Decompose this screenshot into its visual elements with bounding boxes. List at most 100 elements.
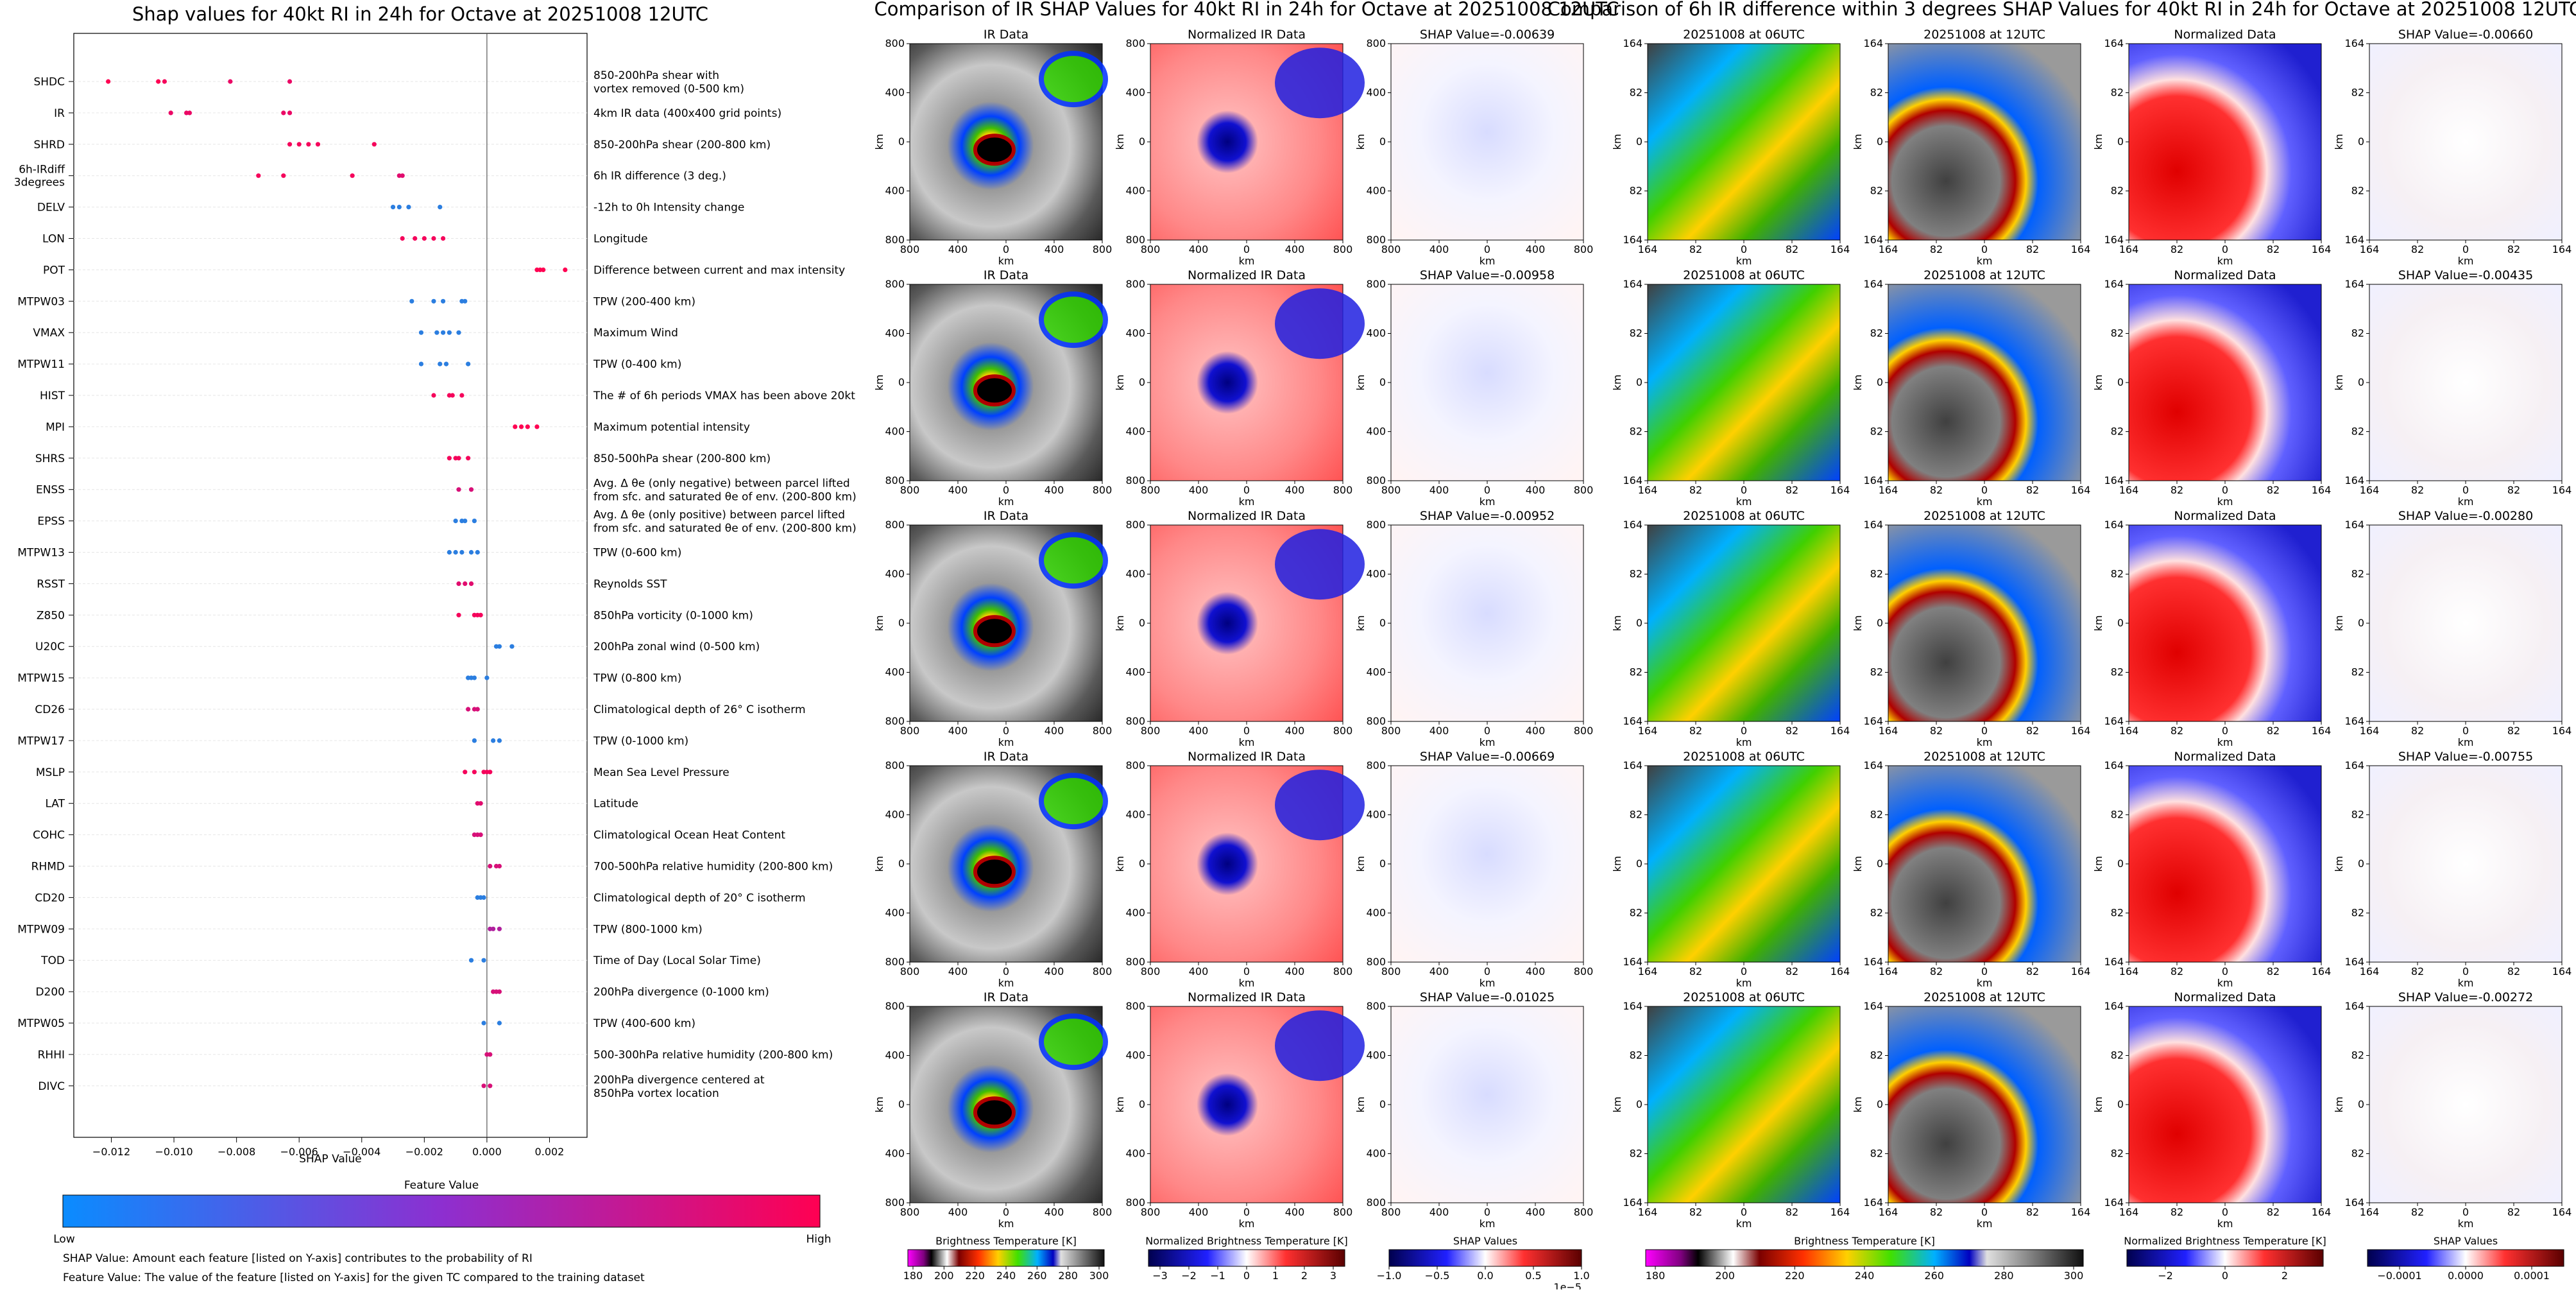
shap-point bbox=[441, 298, 446, 304]
shap-point bbox=[491, 738, 496, 743]
x-tick-label: 400 bbox=[1189, 725, 1209, 737]
x-tick-label: 82 bbox=[2411, 243, 2424, 255]
y-tick-label: 800 bbox=[1125, 759, 1145, 771]
feature-description: Avg. Δ θe (only positive) between parcel… bbox=[593, 509, 845, 522]
y-tick-label: 164 bbox=[1863, 519, 1883, 531]
colorbar-tick-label: 1.0 bbox=[1573, 1270, 1589, 1282]
feature-description: 200hPa divergence centered at bbox=[593, 1074, 765, 1087]
shap-point bbox=[438, 361, 443, 366]
x-tick-label: 164 bbox=[2552, 965, 2572, 978]
y-tick-label: 164 bbox=[1623, 715, 1642, 727]
feature-description: Climatological depth of 20° C isotherm bbox=[593, 891, 806, 904]
x-axis-ticks: −0.012 −0.010 −0.008 −0.006 −0.004 −0.002 0.00… bbox=[92, 1137, 564, 1158]
shap-point bbox=[463, 298, 468, 304]
y-tick-label: 800 bbox=[1366, 37, 1386, 49]
x-tick-label: 800 bbox=[1333, 1206, 1353, 1218]
y-axis-label: km bbox=[1354, 1097, 1367, 1113]
panel-title: SHAP Value=-0.00639 bbox=[1420, 28, 1555, 42]
shap-point bbox=[475, 707, 480, 712]
image-panel bbox=[2128, 1006, 2322, 1203]
shap-point bbox=[287, 79, 293, 84]
x-tick-label: 400 bbox=[1285, 1206, 1305, 1218]
ir-shap-title: Comparison of IR SHAP Values for 40kt RI… bbox=[874, 0, 1619, 20]
shap-point bbox=[168, 110, 173, 116]
y-tick-label: 164 bbox=[2344, 715, 2364, 727]
x-tick-label: 800 bbox=[1093, 965, 1113, 978]
y-tick-label: 800 bbox=[885, 956, 905, 968]
panel-title: SHAP Value=-0.01025 bbox=[1420, 990, 1555, 1004]
x-tick-label: 82 bbox=[1689, 484, 1702, 496]
y-tick-label: 400 bbox=[1366, 426, 1386, 438]
x-tick-label: 0 bbox=[1243, 725, 1250, 737]
feature-description: Mean Sea Level Pressure bbox=[593, 766, 729, 779]
shap-point bbox=[478, 832, 483, 838]
shap-point bbox=[450, 393, 455, 398]
shap-point bbox=[296, 142, 302, 147]
x-tick-label: 400 bbox=[1189, 965, 1209, 978]
y-tick-label: 82 bbox=[1630, 1148, 1642, 1160]
x-tick-label: 82 bbox=[1689, 725, 1702, 737]
x-tick-label: 800 bbox=[1333, 725, 1353, 737]
y-tick-label: 400 bbox=[885, 568, 905, 580]
x-tick-label: 164 bbox=[2119, 725, 2139, 737]
x-tick-label: 0.002 bbox=[535, 1146, 565, 1158]
colorbar-tick-label: 220 bbox=[1785, 1270, 1805, 1282]
y-tick-label: 800 bbox=[885, 715, 905, 727]
x-tick-label: 0 bbox=[1741, 484, 1747, 496]
y-tick-label: 164 bbox=[1623, 234, 1642, 246]
y-tick-label: 0 bbox=[2117, 1098, 2124, 1110]
shap-point bbox=[463, 519, 468, 524]
image-panel bbox=[1888, 765, 2081, 963]
feature-description: TPW (800-1000 km) bbox=[593, 923, 703, 936]
shap-point bbox=[418, 330, 424, 335]
shap-point bbox=[463, 770, 468, 775]
y-tick-label: 0 bbox=[898, 1098, 905, 1110]
feature-label: 6h-IRdiff bbox=[19, 164, 65, 177]
y-tick-label: 164 bbox=[2344, 278, 2364, 290]
shap-point bbox=[468, 549, 474, 555]
y-tick-label: 0 bbox=[1379, 376, 1386, 388]
feature-label: MTPW11 bbox=[17, 358, 65, 371]
y-axis-label: km bbox=[2092, 134, 2104, 150]
y-axis-label: km bbox=[873, 616, 885, 632]
y-tick-label: 82 bbox=[1870, 1049, 1883, 1062]
shap-point bbox=[466, 361, 471, 366]
y-tick-label: 164 bbox=[2344, 956, 2364, 968]
shap-point bbox=[400, 173, 405, 178]
y-tick-label: 0 bbox=[2358, 1098, 2364, 1110]
panel-title: SHAP Value=-0.00669 bbox=[1420, 750, 1555, 764]
feature-label: MTPW05 bbox=[17, 1017, 65, 1030]
shap-point bbox=[468, 581, 474, 587]
y-tick-label: 800 bbox=[885, 519, 905, 531]
image-panel bbox=[1888, 524, 2081, 722]
y-tick-label: 800 bbox=[1366, 519, 1386, 531]
y-tick-label: 0 bbox=[898, 617, 905, 629]
panel-title: 20251008 at 12UTC bbox=[1923, 268, 2045, 282]
image-panel bbox=[1888, 284, 2081, 481]
x-tick-label: 0 bbox=[1003, 243, 1009, 255]
x-tick-label: 82 bbox=[2026, 1206, 2039, 1218]
colorbar-offset: 1e−5 bbox=[1553, 1281, 1582, 1289]
shap-point bbox=[438, 205, 443, 210]
x-tick-label: 82 bbox=[1689, 243, 1702, 255]
x-tick-label: 0 bbox=[2222, 484, 2228, 496]
y-axis-label: km bbox=[1354, 375, 1367, 391]
shap-point bbox=[456, 487, 461, 492]
y-tick-label: 800 bbox=[885, 234, 905, 246]
x-tick-label: 400 bbox=[1045, 965, 1064, 978]
y-tick-label: 82 bbox=[2351, 87, 2364, 99]
feature-label: EPSS bbox=[37, 515, 65, 528]
y-tick-label: 82 bbox=[2351, 1148, 2364, 1160]
y-tick-label: 800 bbox=[1366, 278, 1386, 290]
irdiff-shap-title: Comparison of 6h IR difference within 3 … bbox=[1548, 0, 2576, 20]
y-tick-label: 164 bbox=[2344, 519, 2364, 531]
colorbar-tick-label: 0 bbox=[2222, 1270, 2228, 1282]
feature-label: DIVC bbox=[38, 1080, 65, 1093]
y-axis-label: km bbox=[2092, 1097, 2104, 1113]
x-axis-label: km bbox=[998, 736, 1014, 748]
feature-label: SHRD bbox=[34, 139, 65, 151]
shap-point bbox=[513, 424, 518, 429]
x-tick-label: 164 bbox=[1879, 965, 1898, 978]
x-tick-label: 800 bbox=[1141, 965, 1161, 978]
x-tick-label: 82 bbox=[2507, 725, 2520, 737]
